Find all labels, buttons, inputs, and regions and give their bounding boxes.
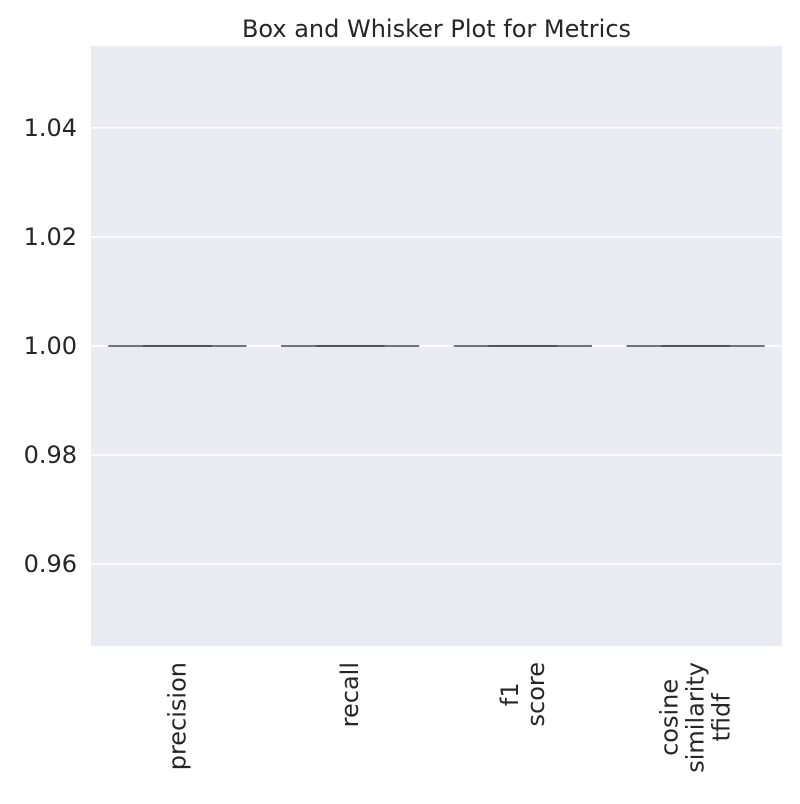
- x-tick-label-line: cosine: [656, 679, 684, 756]
- x-tick-label-line: f1: [496, 682, 524, 706]
- y-tick-label: 0.98: [24, 441, 77, 469]
- x-tick-label-line: tfidf: [708, 693, 736, 742]
- x-tick-label: recall: [336, 662, 364, 727]
- x-tick-label: precision: [163, 662, 191, 770]
- chart-title: Box and Whisker Plot for Metrics: [242, 15, 631, 43]
- y-axis: 0.96 0.98 1.00 1.02 1.04: [24, 114, 77, 578]
- x-tick-label: f1score: [496, 662, 550, 727]
- x-tick-label-line: precision: [163, 662, 191, 770]
- y-tick-label: 1.04: [24, 114, 77, 142]
- y-tick-label: 1.00: [24, 332, 77, 360]
- x-tick-label-line: recall: [336, 662, 364, 727]
- y-tick-label: 0.96: [24, 550, 77, 578]
- x-tick-label-line: similarity: [682, 662, 710, 773]
- x-axis: precision recall f1score cosinesimilaritytf…: [163, 662, 735, 773]
- y-tick-label: 1.02: [24, 223, 77, 251]
- x-tick-label: cosinesimilaritytfidf: [656, 662, 736, 773]
- x-tick-label-line: score: [522, 662, 550, 727]
